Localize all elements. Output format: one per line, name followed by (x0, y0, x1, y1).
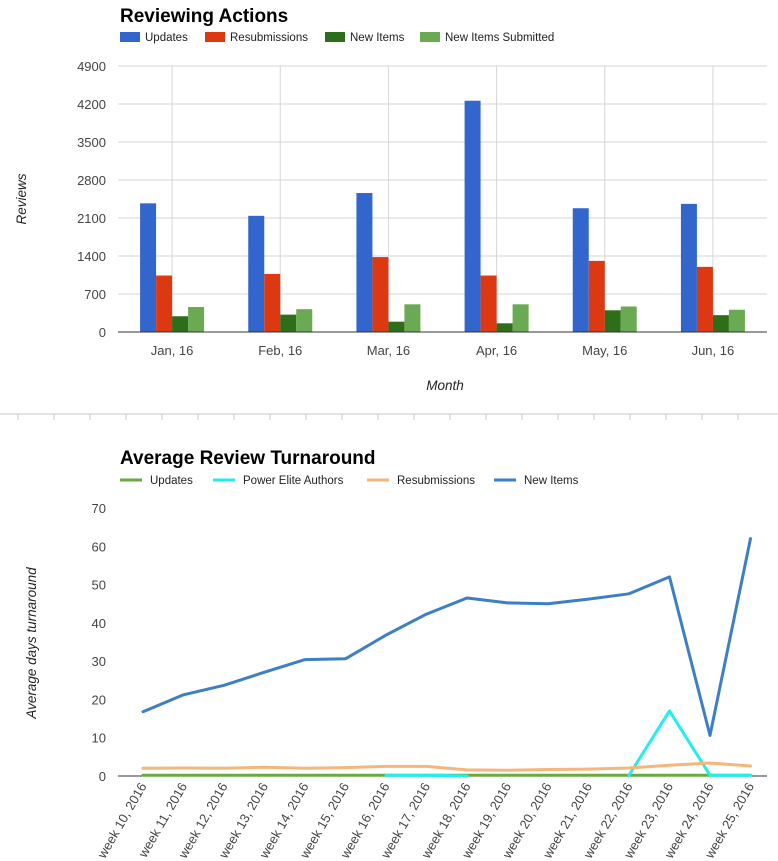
x-tick-label: May, 16 (582, 343, 627, 358)
legend-label-resubmissions: Resubmissions (230, 32, 308, 44)
legend-label-new-items-submitted: New Items Submitted (445, 32, 554, 44)
chart-title: Average Review Turnaround (120, 448, 376, 469)
line-new-items (141, 537, 752, 737)
x-axis-title: Month (426, 378, 464, 393)
line-power-elite-authors (384, 773, 469, 778)
legend-label-updates: Updates (145, 32, 188, 44)
bar-resubmissions-mar-16 (372, 257, 389, 332)
legend-swatch-new-items (325, 32, 345, 42)
bar-updates-feb-16 (248, 215, 265, 332)
bar-new-items-feb-16 (280, 314, 297, 332)
x-tick-label: Mar, 16 (367, 343, 410, 358)
legend-swatch-resubmissions (205, 32, 225, 42)
y-tick-label: 0 (99, 769, 106, 784)
divider-ticks (17, 414, 739, 420)
y-tick-label: 700 (84, 287, 106, 302)
y-tick-label: 3500 (77, 135, 106, 150)
bar-updates-jun-16 (680, 203, 697, 332)
y-tick-label: 0 (99, 325, 106, 340)
series-lines (141, 537, 752, 778)
line-power-elite-authors (627, 709, 752, 777)
y-axis-title: Average days turnaround (24, 567, 39, 720)
bar-resubmissions-may-16 (588, 260, 605, 332)
y-tick-label: 50 (92, 578, 106, 593)
y-tick-label: 70 (92, 501, 106, 516)
legend-label-resubmissions: Resubmissions (397, 475, 475, 487)
y-tick-labels: 0 10 20 30 40 50 60 70 (92, 501, 106, 784)
bar-resubmissions-feb-16 (264, 273, 281, 332)
bar-new-items-submitted-may-16 (620, 306, 637, 332)
y-axis-title: Reviews (14, 173, 29, 224)
bar-resubmissions-apr-16 (480, 275, 497, 332)
y-tick-label: 2800 (77, 173, 106, 188)
bar-new-items-may-16 (604, 310, 621, 332)
y-tick-label: 20 (92, 692, 106, 707)
legend: Updates Power Elite Authors Resubmissions N… (120, 475, 579, 487)
legend: Updates Resubmissions New Items New Items S… (120, 32, 554, 44)
y-tick-label: 2100 (77, 211, 106, 226)
bar-updates-jan-16 (140, 203, 157, 332)
x-tick-label: Apr, 16 (476, 343, 517, 358)
legend-label-power-elite-authors: Power Elite Authors (243, 475, 344, 487)
bar-updates-may-16 (572, 208, 589, 332)
gridlines (118, 65, 767, 332)
y-tick-labels: 0 700 1400 2100 2800 3500 4200 4900 (77, 59, 106, 340)
y-tick-label: 60 (92, 539, 106, 554)
bar-resubmissions-jun-16 (696, 266, 713, 332)
legend-label-new-items: New Items (350, 32, 405, 44)
bar-new-items-jan-16 (172, 316, 189, 332)
bar-new-items-submitted-jun-16 (728, 309, 745, 332)
bar-new-items-mar-16 (388, 321, 405, 332)
y-tick-label: 40 (92, 616, 106, 631)
bar-new-items-submitted-jan-16 (188, 307, 205, 332)
bar-new-items-apr-16 (496, 323, 513, 332)
bar-new-items-submitted-apr-16 (512, 304, 529, 332)
reviewing-actions-chart: Reviewing Actions Updates Resubmissions Ne… (0, 6, 778, 420)
line-resubmissions (141, 761, 752, 772)
y-tick-label: 10 (92, 731, 106, 746)
x-tick-labels: Jan, 16 Feb, 16 Mar, 16 Apr, 16 May, 16 Jun, … (151, 343, 734, 358)
y-tick-label: 30 (92, 654, 106, 669)
x-tick-label: Jan, 16 (151, 343, 194, 358)
bars (140, 100, 745, 332)
bar-updates-mar-16 (356, 193, 373, 332)
legend-label-updates: Updates (150, 475, 193, 487)
legend-swatch-new-items-submitted (420, 32, 440, 42)
bar-resubmissions-jan-16 (156, 275, 173, 332)
y-tick-label: 4900 (77, 59, 106, 74)
x-tick-label: Feb, 16 (258, 343, 302, 358)
x-tick-label: Jun, 16 (692, 343, 735, 358)
y-tick-label: 1400 (77, 249, 106, 264)
chart-title: Reviewing Actions (120, 6, 288, 27)
legend-swatch-updates (120, 32, 140, 42)
bar-new-items-submitted-mar-16 (404, 304, 421, 332)
bar-updates-apr-16 (464, 100, 481, 332)
y-tick-label: 4200 (77, 97, 106, 112)
bar-new-items-jun-16 (712, 315, 729, 332)
legend-label-new-items: New Items (524, 475, 579, 487)
bar-new-items-submitted-feb-16 (296, 309, 313, 332)
average-review-turnaround-chart: Average Review Turnaround Updates Power E… (24, 448, 767, 861)
